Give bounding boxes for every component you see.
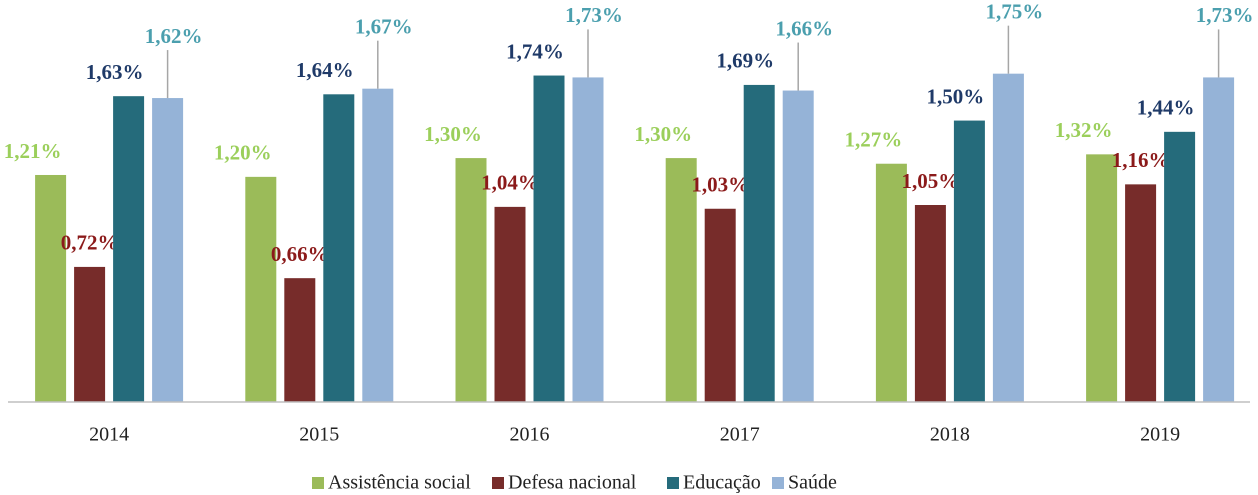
bar (35, 174, 67, 402)
value-label: 1,27% (845, 128, 903, 152)
value-label: 0,66% (271, 242, 329, 266)
x-tick-label: 2017 (720, 424, 760, 446)
value-label: 0,72% (61, 231, 119, 255)
value-label: 1,73% (1196, 3, 1254, 27)
bar (113, 96, 145, 402)
bar (1086, 154, 1118, 402)
legend-label: Saúde (788, 472, 837, 494)
bar (245, 176, 277, 402)
bar (992, 73, 1024, 403)
x-tick-label: 2018 (930, 424, 970, 446)
value-label: 1,30% (634, 122, 692, 146)
bar (455, 158, 487, 402)
bar (782, 90, 814, 403)
value-label: 1,20% (214, 141, 272, 165)
value-label: 1,62% (145, 24, 203, 48)
x-tick-label: 2016 (510, 424, 550, 446)
value-label: 1,30% (424, 122, 482, 146)
value-label: 1,67% (355, 14, 413, 38)
value-label: 1,44% (1137, 96, 1195, 120)
value-label: 1,05% (902, 169, 960, 193)
value-label: 1,73% (565, 3, 623, 27)
bar (1164, 131, 1196, 403)
bar (284, 278, 316, 402)
value-label: 1,64% (296, 58, 354, 82)
x-tick-label: 2014 (89, 424, 129, 446)
bar (953, 120, 985, 403)
bar (704, 208, 736, 402)
value-label: 1,74% (506, 39, 564, 63)
legend-label: Educação (683, 472, 761, 494)
value-label: 1,69% (716, 49, 774, 73)
bar (74, 266, 106, 402)
legend-swatch (667, 477, 679, 489)
bar (665, 158, 697, 402)
legend-swatch (312, 477, 324, 489)
value-label: 1,75% (986, 0, 1044, 23)
legend-label: Defesa nacional (508, 472, 637, 494)
legend-swatch (772, 477, 784, 489)
bar (875, 163, 907, 402)
bar (743, 84, 775, 402)
bar (494, 206, 526, 402)
bar (533, 75, 565, 403)
value-label: 1,16% (1112, 148, 1170, 172)
bar (152, 98, 184, 403)
bar (1203, 77, 1235, 403)
x-tick-label: 2015 (299, 424, 339, 446)
value-label: 1,04% (481, 171, 539, 195)
bar (362, 88, 394, 402)
bar (1125, 184, 1157, 402)
value-label: 1,03% (691, 173, 749, 197)
value-label: 1,63% (86, 60, 144, 84)
value-label: 1,66% (775, 16, 833, 40)
bar (572, 77, 604, 403)
x-tick-label: 2019 (1140, 424, 1180, 446)
value-label: 1,21% (4, 139, 62, 163)
bar (323, 94, 355, 403)
legend-swatch (492, 477, 504, 489)
value-label: 1,32% (1055, 118, 1113, 142)
value-label: 1,50% (927, 84, 985, 108)
legend-label: Assistência social (328, 472, 471, 494)
bar (914, 205, 946, 402)
